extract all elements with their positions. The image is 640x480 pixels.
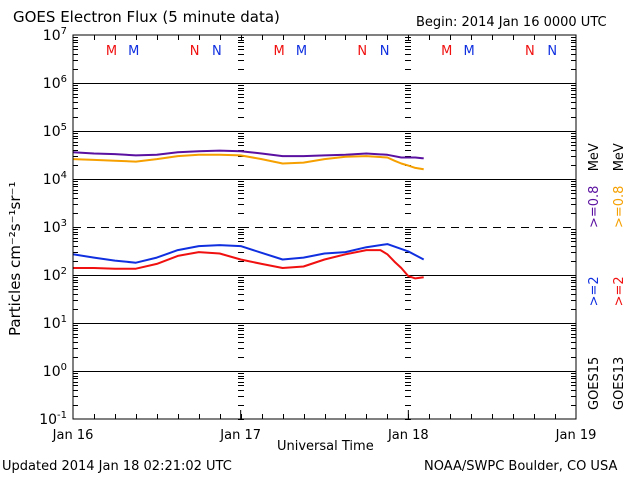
mn-marker: N [547,44,557,59]
grid-layer [73,83,576,372]
mn-marker: N [380,44,390,59]
series-line [72,153,424,171]
legend-goes15: GOES15 >=2 >=0.8 MeV [587,143,602,410]
plot-frame [72,34,577,420]
legend-goes13-high: >=0.8 [612,185,627,229]
legend-goes15-high: >=0.8 [587,185,602,229]
mn-marker: N [525,44,535,59]
mn-marker: N [357,44,367,59]
series-line [72,149,424,160]
y-tick-label: 103 [43,218,67,236]
mn-marker: M [106,44,117,59]
x-tick-label: Jan 18 [387,428,429,443]
tick-layer [72,35,577,420]
y-tick-label: 10-1 [39,410,67,428]
y-tick-label: 104 [43,170,67,188]
series-layer [72,149,425,280]
y-tick-label: 105 [43,122,67,140]
legend-goes13-unit: MeV [612,143,627,172]
credit: NOAA/SWPC Boulder, CO USA [424,459,618,474]
mn-marker: M [273,44,284,59]
x-tick-label: Jan 19 [555,428,597,443]
mn-marker: M [128,44,139,59]
mn-marker: M [296,44,307,59]
series-line [73,249,424,280]
y-axis-label: Particles cm⁻²s⁻¹sr⁻¹ [6,181,24,336]
y-tick-label: 107 [43,26,67,44]
mn-marker: M [441,44,452,59]
legend-goes15-unit: MeV [587,143,602,172]
y-tick-label: 101 [43,314,67,332]
x-tick-label: Jan 16 [52,428,94,443]
mn-marker: N [190,44,200,59]
y-tick-label: 102 [43,266,67,284]
x-axis-label: Universal Time [277,439,374,454]
legend-goes13: GOES13 >=2 >=0.8 MeV [612,143,627,410]
begin-time: Begin: 2014 Jan 16 0000 UTC [416,15,607,30]
x-tick-label: Jan 17 [219,428,261,443]
chart-title: GOES Electron Flux (5 minute data) [13,8,280,26]
legend-goes15-sat: GOES15 [587,356,602,410]
updated-timestamp: Updated 2014 Jan 18 02:21:02 UTC [2,459,232,474]
y-tick-label: 100 [43,362,67,380]
legend-goes13-sat: GOES13 [612,356,627,410]
legend-goes13-low: >=2 [612,276,627,307]
series-line [72,243,425,264]
y-tick-label: 106 [43,74,67,92]
legend-goes15-low: >=2 [587,276,602,307]
mn-marker: M [464,44,475,59]
mn-marker: N [212,44,222,59]
